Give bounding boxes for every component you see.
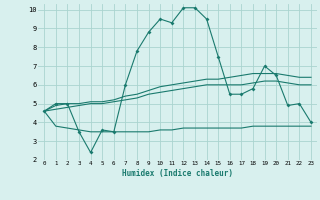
X-axis label: Humidex (Indice chaleur): Humidex (Indice chaleur) bbox=[122, 169, 233, 178]
